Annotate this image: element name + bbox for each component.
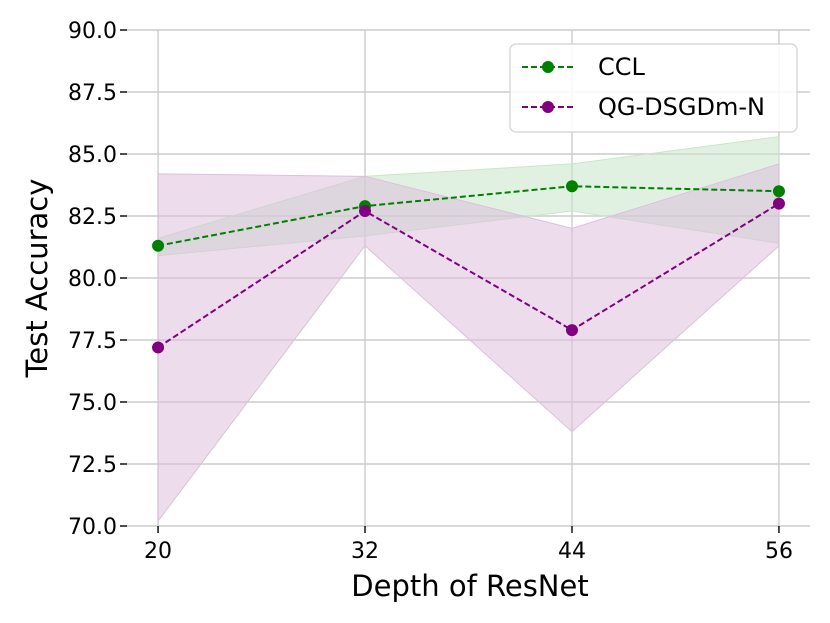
x-tick-label: 32 [351, 539, 379, 564]
y-tick-label: 87.5 [68, 81, 117, 106]
x-tick-label: 20 [144, 539, 172, 564]
y-tick-label: 75.0 [68, 391, 117, 416]
y-tick-label: 70.0 [68, 515, 117, 540]
point-ccl [565, 180, 578, 193]
legend-label-ccl: CCL [598, 53, 646, 81]
legend-marker-qg-dsgdm-n [542, 101, 554, 113]
x-tick-label: 56 [765, 539, 793, 564]
band-qg-dsgdm-n [157, 163, 780, 523]
legend-label-qg-dsgdm-n: QG-DSGDm-N [598, 93, 765, 121]
x-axis-title: Depth of ResNet [351, 569, 588, 603]
point-ccl [152, 239, 165, 252]
legend-box [509, 43, 798, 133]
legend: CCL QG-DSGDm-N [509, 43, 798, 133]
point-qg-dsgdm-n [565, 324, 578, 337]
x-tick-labels: 20 32 44 56 [144, 539, 793, 564]
y-tick-label: 72.5 [68, 453, 117, 478]
point-qg-dsgdm-n [359, 205, 372, 218]
confidence-bands [157, 136, 780, 523]
y-tick-label: 85.0 [68, 143, 117, 168]
line-qg-dsgdm-n [157, 202, 780, 349]
series-lines [152, 180, 785, 354]
y-tick-label: 77.5 [68, 329, 117, 354]
y-tick-label: 80.0 [68, 267, 117, 292]
line-ccl [157, 185, 779, 247]
legend-marker-ccl [542, 61, 554, 73]
y-tick-label: 90.0 [68, 19, 117, 44]
y-axis-title: Test Accuracy [20, 179, 54, 379]
axes [120, 29, 780, 533]
x-tick-label: 44 [558, 539, 586, 564]
y-tick-label: 82.5 [68, 205, 117, 230]
point-ccl [772, 185, 785, 198]
y-tick-labels: 70.0 72.5 75.0 77.5 80.0 82.5 85.0 87.5 90.0 [68, 19, 117, 540]
point-qg-dsgdm-n [772, 197, 785, 210]
point-qg-dsgdm-n [152, 341, 165, 354]
